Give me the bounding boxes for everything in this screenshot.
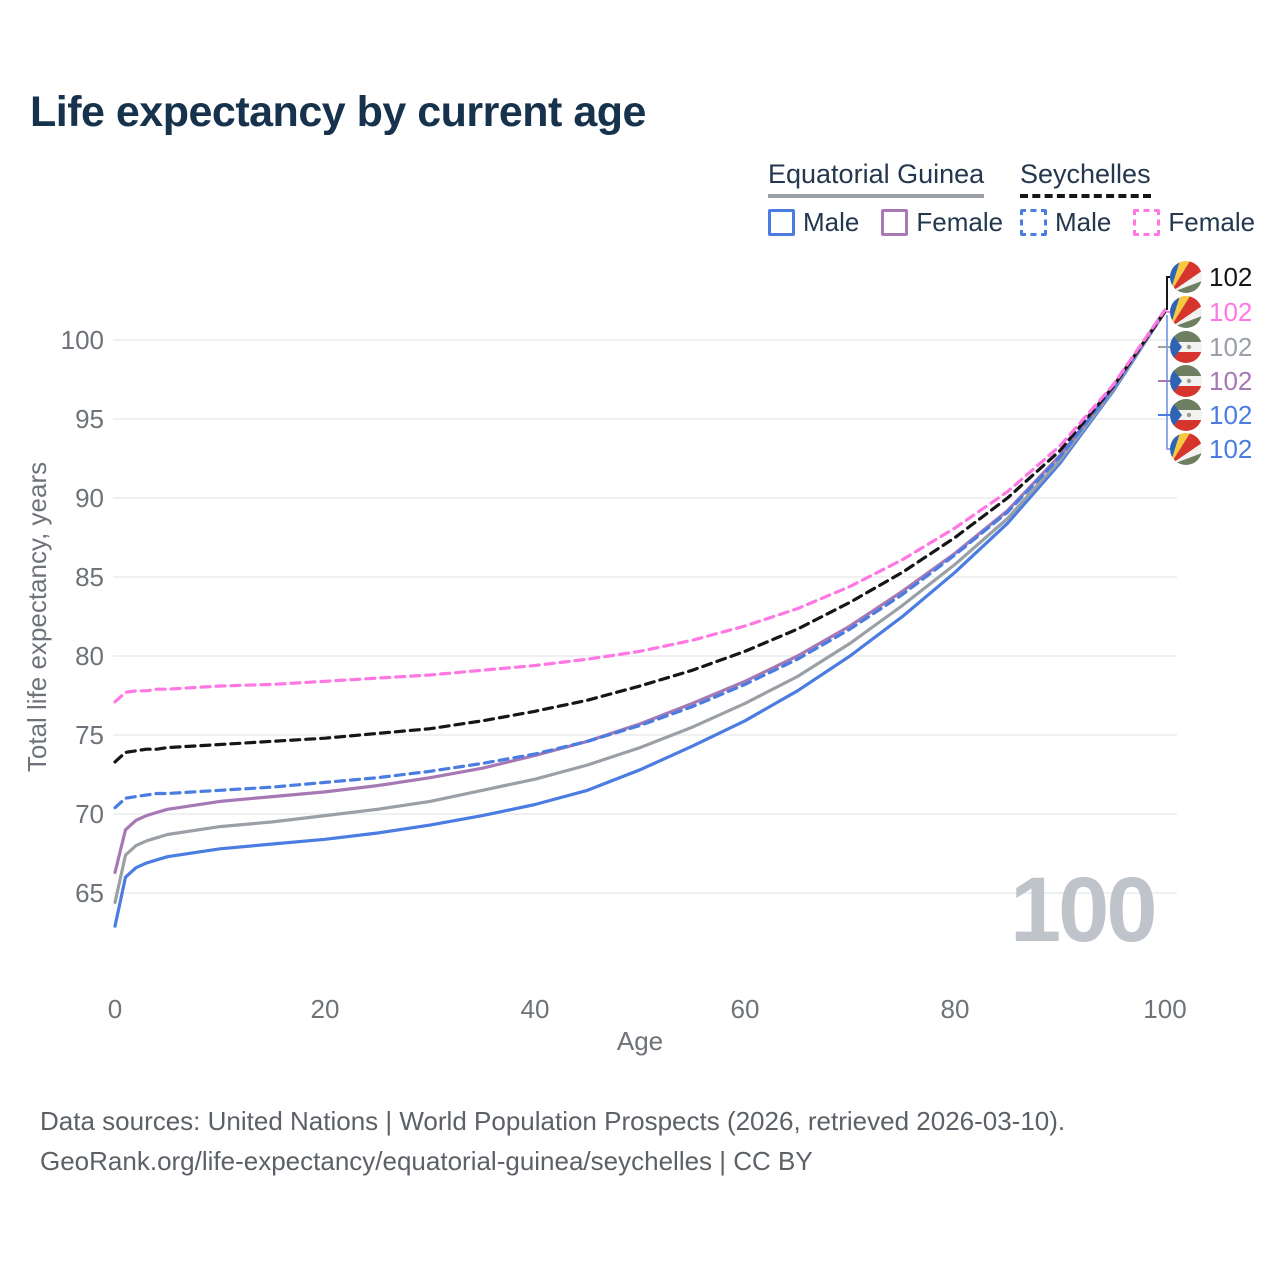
end-label-value: 102 [1209,434,1253,464]
y-axis-title: Total life expectancy, years [22,462,52,772]
end-label-value: 102 [1209,366,1253,396]
series-line-seychelles-female [113,308,1167,704]
end-label-seychelles-male: 102 [1170,432,1252,466]
age-watermark: 100 [1010,859,1157,961]
legend-item-eg-male[interactable]: Male [768,207,859,238]
equatorial-guinea-flag-icon [1170,331,1202,363]
y-tick-90: 90 [75,483,104,513]
x-tick-100: 100 [1143,994,1186,1024]
y-tick-80: 80 [75,641,104,671]
legend-group-seychelles: Seychelles Male Female [1020,159,1255,238]
series-line-seychelles-male [113,308,1167,810]
y-tick-65: 65 [75,878,104,908]
legend-swatch-sc-female [1133,208,1161,236]
end-label-value: 102 [1209,332,1253,362]
seychelles-flag-icon [1170,296,1202,328]
legend-swatch-sc-male [1020,208,1047,236]
series-line-equatorial-guinea-both-sexes [113,310,1167,905]
x-tick-40: 40 [521,994,550,1024]
series-line-seychelles-both-sexes [113,310,1167,764]
end-label-seychelles-both-sexes: 102 [1170,260,1252,294]
x-tick-80: 80 [941,994,970,1024]
x-tick-20: 20 [311,994,340,1024]
footer-georank-link: GeoRank.org/life-expectancy/equatorial-g… [40,1146,813,1176]
legend-item-label: Female [916,206,1004,237]
end-label-equatorial-guinea-female: 102 [1170,364,1252,398]
legend-group-equatorial-guinea: Equatorial Guinea Male Female [768,159,1003,238]
page-title: Life expectancy by current age [30,88,646,136]
legend-swatch-eg-female [881,208,909,236]
legend-country-label: Equatorial Guinea [768,159,985,198]
x-axis-title: Age [617,1026,663,1056]
y-tick-100: 100 [61,325,104,355]
seychelles-flag-icon [1170,433,1202,465]
y-tick-85: 85 [75,562,104,592]
legend-item-label: Female [1168,206,1256,237]
x-tick-0: 0 [108,994,122,1024]
y-tick-95: 95 [75,404,104,434]
y-tick-70: 70 [75,799,104,829]
legend-item-sc-male[interactable]: Male [1020,207,1111,238]
legend-item-eg-female[interactable]: Female [881,207,1003,238]
y-tick-75: 75 [75,720,104,750]
legend-swatch-eg-male [768,208,795,236]
series-line-equatorial-guinea-female [113,308,1167,875]
legend-item-sc-female[interactable]: Female [1133,207,1255,238]
series-line-equatorial-guinea-male [113,310,1167,928]
end-label-seychelles-female: 102 [1170,295,1252,329]
legend-item-label: Male [803,206,860,237]
footer-data-sources: Data sources: United Nations | World Pop… [40,1106,1066,1136]
legend-item-label: Male [1055,206,1112,237]
seychelles-flag-icon [1170,261,1202,293]
end-label-equatorial-guinea-male: 102 [1170,398,1252,432]
end-label-value: 102 [1209,297,1253,327]
x-tick-60: 60 [731,994,760,1024]
equatorial-guinea-flag-icon [1170,399,1202,431]
end-label-equatorial-guinea-both-sexes: 102 [1170,330,1252,364]
legend-country-label: Seychelles [1020,159,1151,198]
end-label-value: 102 [1209,400,1253,430]
end-label-value: 102 [1209,262,1253,292]
equatorial-guinea-flag-icon [1170,365,1202,397]
